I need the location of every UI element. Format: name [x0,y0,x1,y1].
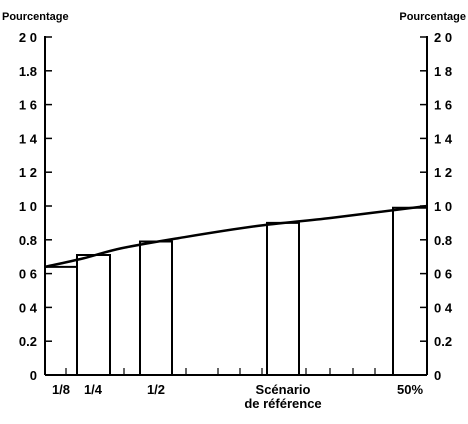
left-tick-label: 1.8 [19,64,37,79]
right-tick-label: 1 2 [434,165,452,180]
bar-4 [266,221,300,375]
right-tick-label: 1 0 [434,199,452,214]
right-tick-label: 0.8 [434,233,452,248]
right-tick-label: 2 0 [434,30,452,45]
bar-3 [139,240,173,375]
category-label: 1/2 [147,382,165,397]
left-tick-label: 0.8 [19,233,37,248]
right-axis-title: Pourcentage [399,11,466,23]
left-tick-label: 1 4 [19,131,38,146]
left-tick-label: 0 [30,368,37,383]
category-label: 1/8 [52,382,70,397]
right-ticks: 0 0.2 0 4 0 6 0.8 1 0 1 2 1 4 1 6 1 8 2 0 [420,30,453,383]
left-axis-title: Pourcentage [2,11,69,23]
x-minor-ticks [65,368,376,375]
category-label: 50% [397,382,423,397]
right-tick-label: 0.2 [434,334,452,349]
bar-2 [76,254,111,375]
bars [44,206,428,375]
category-label: de référence [244,396,321,411]
right-tick-label: 1 4 [434,131,453,146]
left-tick-label: 1 0 [19,199,37,214]
left-tick-label: 1 6 [19,98,37,113]
trend-curve [44,204,428,269]
left-ticks: 0 0.2 0 4 0 6 0.8 1 0 1 2 1 4 1 6 1.8 2 0 [19,30,52,383]
left-tick-label: 1 2 [19,165,37,180]
right-tick-label: 1 6 [434,98,452,113]
right-tick-label: 0 6 [434,267,452,282]
right-tick-label: 1 8 [434,64,452,79]
bar-5 [392,206,428,375]
left-tick-label: 0 4 [19,300,38,315]
bar-1 [44,265,78,375]
left-tick-label: 0 6 [19,267,37,282]
left-tick-label: 2 0 [19,30,37,45]
right-tick-label: 0 [434,368,441,383]
right-tick-label: 0 4 [434,300,453,315]
category-label: Scénario [256,382,311,397]
left-tick-label: 0.2 [19,334,37,349]
category-label: 1/4 [84,382,103,397]
